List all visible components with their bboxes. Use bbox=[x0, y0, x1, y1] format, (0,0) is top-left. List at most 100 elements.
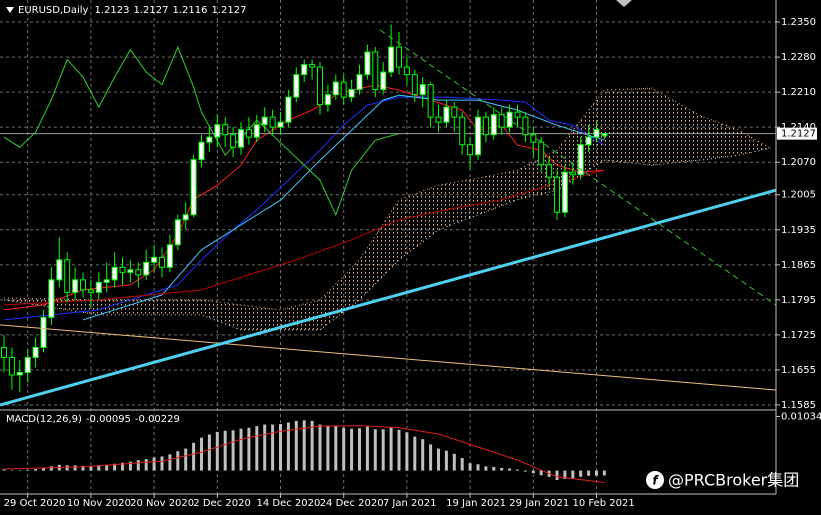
watermark-logo bbox=[646, 471, 664, 489]
signal-line bbox=[3, 425, 605, 483]
candle-body bbox=[482, 116, 489, 136]
candle-body bbox=[577, 144, 584, 176]
x-tick-label: 10 Feb 2021 bbox=[573, 498, 635, 509]
macd-bar bbox=[65, 465, 69, 471]
candle-body bbox=[277, 121, 284, 128]
candle-body bbox=[214, 124, 221, 138]
y-tick-label: 0.01034 bbox=[781, 411, 821, 422]
indicator-line bbox=[3, 45, 400, 217]
macd-bar bbox=[452, 453, 456, 471]
candle-body bbox=[554, 176, 560, 213]
macd-bar bbox=[342, 427, 346, 471]
macd-bar bbox=[49, 466, 53, 471]
indicator-line bbox=[82, 94, 605, 321]
price-box-label: 1.2127 bbox=[781, 129, 816, 140]
macd-bar bbox=[128, 461, 132, 471]
macd-bar bbox=[223, 430, 227, 471]
macd-bar bbox=[413, 436, 417, 471]
macd-header: MACD(12,26,9) -0.00095 -0.00229 bbox=[6, 414, 180, 425]
cloud-edge bbox=[3, 87, 771, 311]
candle-body bbox=[569, 171, 576, 176]
macd-bar bbox=[247, 427, 251, 471]
macd-bar bbox=[405, 432, 409, 471]
macd-bar bbox=[215, 431, 219, 471]
macd-bar bbox=[105, 464, 109, 471]
macd-bar bbox=[523, 470, 527, 472]
macd-bar bbox=[602, 470, 606, 476]
candle-body bbox=[546, 164, 553, 178]
macd-bar bbox=[192, 442, 196, 471]
macd-bar bbox=[271, 424, 275, 471]
candle-body bbox=[427, 84, 434, 118]
candle-body bbox=[8, 356, 15, 376]
collapse-icon[interactable] bbox=[6, 7, 14, 13]
x-tick-label: 14 Dec 2020 bbox=[257, 498, 321, 509]
candle-body bbox=[514, 111, 521, 118]
candle-body bbox=[135, 269, 142, 276]
macd-bar bbox=[231, 430, 235, 471]
candle-body bbox=[261, 116, 268, 126]
macd-bar bbox=[42, 467, 45, 471]
candle-body bbox=[530, 134, 537, 143]
candle-body bbox=[443, 106, 450, 123]
candle-body bbox=[380, 71, 387, 91]
candle-body bbox=[95, 281, 102, 293]
y-tick-label: 1.1795 bbox=[781, 295, 816, 306]
candle-body bbox=[253, 124, 260, 138]
cloud-edge bbox=[3, 147, 771, 331]
watermark-logo-glyph: f bbox=[652, 474, 659, 488]
candle-body bbox=[127, 269, 134, 273]
trendline bbox=[0, 188, 777, 407]
candle-body bbox=[451, 106, 458, 118]
macd-bar bbox=[516, 469, 519, 471]
y-tick-label: 1.1865 bbox=[781, 260, 816, 271]
candle-body bbox=[174, 219, 181, 246]
y-tick-label: 1.1725 bbox=[781, 330, 816, 341]
macd-bar bbox=[500, 467, 504, 471]
close-value: 1.2127 bbox=[211, 5, 246, 16]
candle-body bbox=[364, 51, 371, 76]
macd-bar bbox=[460, 458, 464, 471]
macd-bar bbox=[34, 468, 38, 471]
macd-bar bbox=[397, 429, 401, 471]
macd-bar bbox=[468, 463, 472, 471]
y-tick-label: 1.1935 bbox=[781, 225, 816, 236]
candle-body bbox=[459, 116, 466, 146]
macd-bar bbox=[571, 470, 575, 479]
macd-bar bbox=[563, 470, 567, 479]
macd-bar bbox=[279, 424, 282, 471]
candle-body bbox=[1, 346, 7, 358]
candle-body bbox=[182, 214, 189, 221]
candle-body bbox=[435, 116, 442, 123]
macd-bar bbox=[350, 428, 354, 471]
candle-body bbox=[245, 129, 252, 138]
trendline bbox=[0, 324, 776, 391]
macd-bar bbox=[389, 427, 393, 471]
price-box bbox=[777, 127, 817, 140]
candle-body bbox=[72, 279, 79, 293]
x-tick-label: 29 Jan 2021 bbox=[509, 498, 569, 509]
candle-body bbox=[593, 129, 600, 138]
shift-marker[interactable] bbox=[616, 0, 632, 7]
macd-bar bbox=[444, 450, 448, 471]
candle-body bbox=[467, 144, 474, 156]
macd-bar bbox=[136, 460, 140, 471]
candle-body bbox=[372, 51, 379, 91]
candle-body bbox=[198, 141, 205, 161]
candle-body bbox=[80, 279, 86, 291]
macd-bar bbox=[121, 462, 124, 471]
low-value: 1.2116 bbox=[172, 5, 207, 16]
candle-body bbox=[56, 259, 63, 281]
candle-body bbox=[190, 159, 197, 216]
macd-bar bbox=[381, 429, 385, 471]
candle-body bbox=[538, 141, 545, 166]
candle-body bbox=[340, 81, 347, 98]
x-tick-label: 2 Dec 2020 bbox=[193, 498, 251, 509]
chart-header: EURUSD,Daily 1.2123 1.2127 1.2116 1.2127 bbox=[18, 5, 246, 16]
macd-bar bbox=[539, 470, 543, 476]
macd-bar bbox=[89, 465, 93, 471]
candle-body bbox=[301, 64, 308, 76]
candle-body bbox=[64, 259, 71, 293]
macd-title: MACD(12,26,9) bbox=[6, 414, 82, 425]
